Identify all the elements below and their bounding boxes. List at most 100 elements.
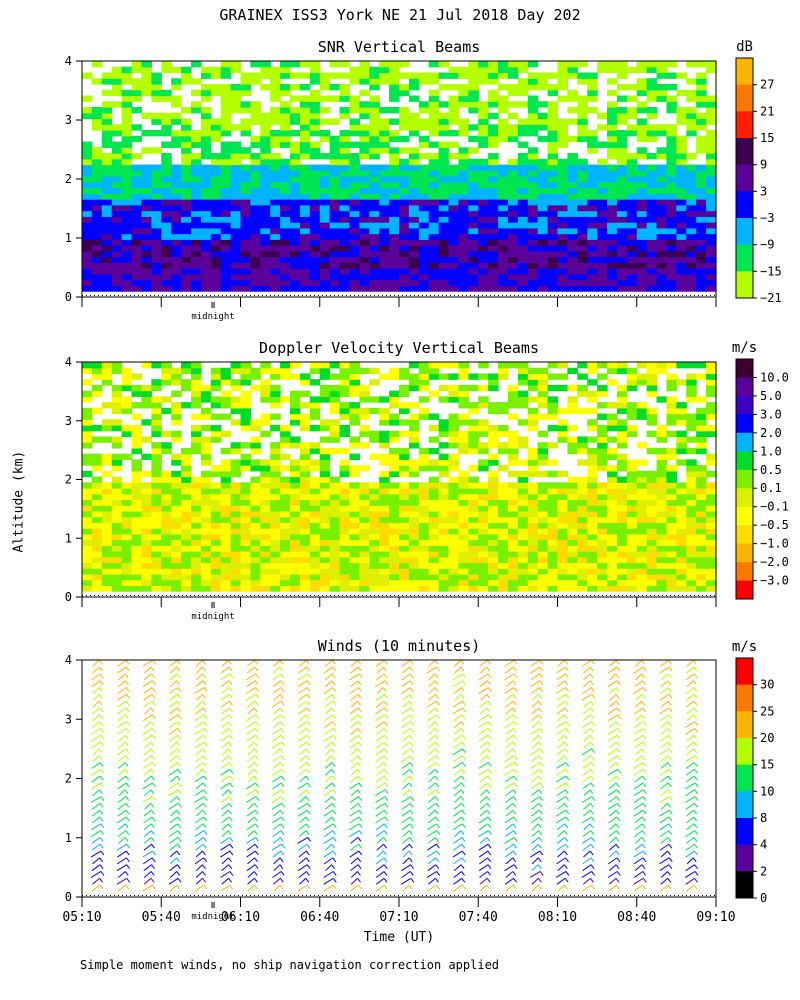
doppler-cell	[517, 470, 529, 478]
snr-cell	[161, 95, 172, 102]
doppler-cell	[121, 373, 133, 380]
snr-cell	[111, 153, 123, 160]
snr-cell	[626, 227, 638, 235]
snr-cell	[646, 245, 658, 252]
snr-cell	[210, 135, 222, 143]
wind-barb	[90, 823, 102, 831]
wind-barb-feather	[176, 748, 181, 754]
snr-cell	[616, 245, 628, 252]
snr-cell	[290, 147, 301, 154]
doppler-cell	[91, 573, 103, 581]
doppler-cell	[666, 579, 677, 586]
wind-barb-feather	[203, 714, 208, 720]
doppler-cell	[111, 493, 123, 501]
snr-cell	[210, 72, 222, 79]
snr-cell	[706, 141, 717, 148]
snr-cell	[597, 239, 608, 246]
wind-barb	[246, 789, 256, 797]
snr-cell	[181, 135, 192, 143]
snr-cell	[399, 210, 410, 217]
snr-cell	[696, 199, 707, 206]
snr-cell	[250, 107, 261, 114]
doppler-cell	[458, 493, 469, 501]
doppler-cell	[517, 379, 529, 386]
snr-cell	[349, 66, 360, 74]
snr-cell	[210, 216, 222, 223]
snr-cell	[517, 279, 529, 286]
snr-cell	[131, 61, 143, 68]
snr-cell	[399, 222, 410, 229]
doppler-cell	[82, 442, 93, 449]
doppler-cell	[399, 568, 410, 575]
snr-cell	[250, 210, 261, 217]
doppler-cell	[507, 533, 519, 541]
doppler-cell	[91, 482, 103, 489]
snr-cell	[676, 256, 687, 263]
doppler-cell	[488, 459, 499, 466]
doppler-cell	[527, 516, 539, 523]
doppler-cell	[706, 470, 717, 478]
doppler-cell	[488, 539, 499, 546]
doppler-cell	[478, 447, 489, 455]
doppler-cell	[290, 436, 301, 443]
snr-cell	[418, 285, 430, 292]
wind-barb-feather	[357, 775, 362, 781]
doppler-cell	[458, 488, 469, 495]
snr-cell	[517, 239, 529, 246]
doppler-cell	[616, 465, 628, 472]
snr-cell	[121, 135, 133, 143]
doppler-cell	[260, 470, 271, 478]
snr-cell	[359, 187, 370, 194]
doppler-cell	[507, 430, 519, 438]
snr-cell	[171, 216, 182, 223]
snr-cell	[280, 187, 291, 194]
doppler-cell	[131, 470, 143, 478]
doppler-cell	[597, 533, 608, 541]
wind-barb-feather	[152, 728, 156, 733]
doppler-cell	[507, 510, 519, 518]
doppler-cell	[190, 396, 202, 403]
snr-cell	[270, 279, 281, 286]
doppler-cell	[280, 573, 291, 581]
snr-cell	[240, 176, 252, 183]
doppler-cell	[280, 488, 291, 495]
doppler-cell	[478, 573, 489, 581]
snr-cell	[339, 141, 351, 148]
wind-barb	[350, 755, 359, 763]
snr-cell	[507, 181, 519, 189]
snr-cell	[408, 193, 420, 200]
wind-barb-feather	[306, 728, 311, 733]
doppler-cell	[597, 516, 608, 523]
snr-cell	[359, 135, 370, 143]
doppler-cell	[260, 510, 271, 518]
snr-cell	[517, 285, 529, 292]
doppler-cell	[359, 493, 370, 501]
snr-cell	[101, 141, 113, 148]
snr-cell	[626, 164, 638, 171]
doppler-cell	[111, 539, 123, 546]
snr-cell	[537, 181, 549, 189]
doppler-cell	[696, 413, 707, 420]
snr-cell	[280, 118, 291, 125]
snr-cell	[359, 124, 370, 131]
snr-cell	[438, 279, 450, 286]
doppler-cell	[458, 533, 469, 541]
snr-cell	[369, 227, 380, 235]
snr-cell	[280, 268, 291, 275]
snr-cell	[438, 199, 450, 206]
doppler-cell	[131, 465, 143, 472]
doppler-cell	[131, 551, 143, 558]
snr-cell	[478, 72, 489, 79]
snr-cell	[299, 273, 311, 281]
snr-cell	[181, 147, 192, 154]
wind-barb	[90, 850, 102, 858]
snr-cell	[656, 89, 668, 97]
doppler-cell	[527, 573, 539, 581]
snr-cell	[379, 256, 390, 263]
doppler-cell	[537, 499, 549, 506]
wind-barb-feather	[305, 877, 310, 883]
doppler-cell	[557, 488, 569, 495]
doppler-cell	[181, 568, 192, 575]
snr-cell	[418, 135, 430, 143]
snr-cell	[537, 245, 549, 252]
